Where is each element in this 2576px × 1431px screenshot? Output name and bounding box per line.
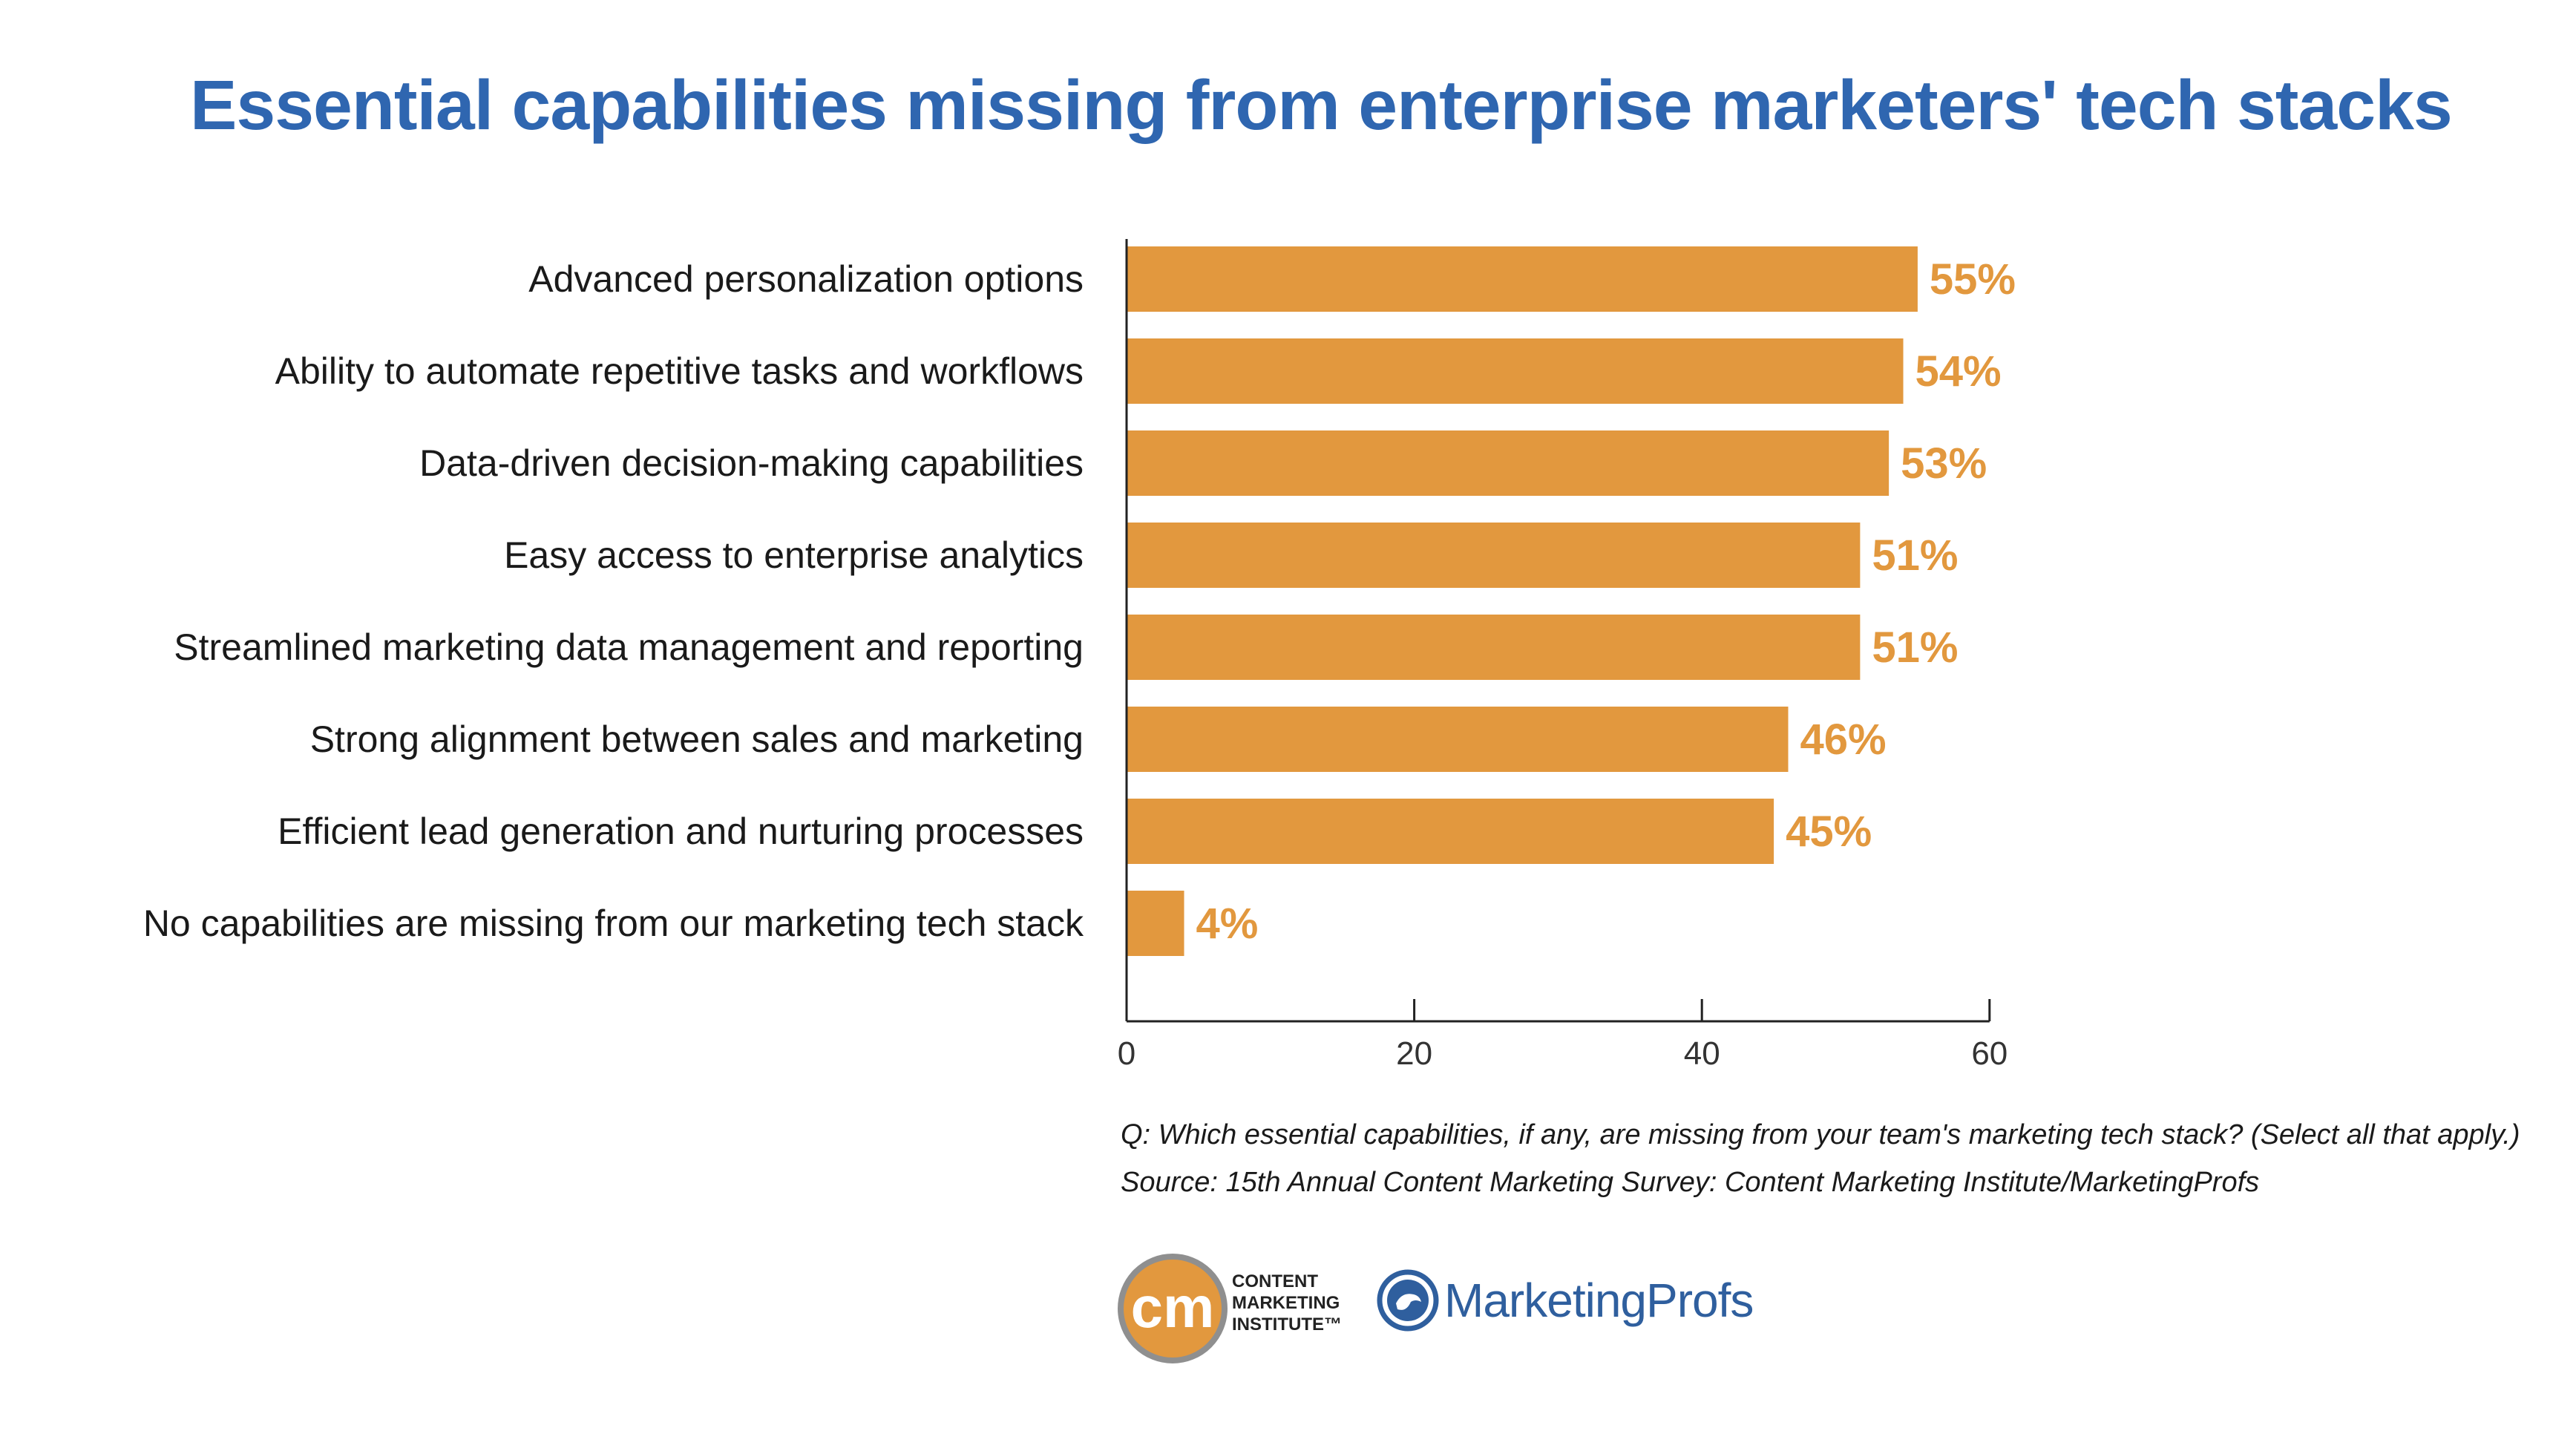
bar-value-label: 51%: [1872, 623, 1958, 672]
category-label: Strong alignment between sales and marke…: [310, 718, 1084, 760]
marketingprofs-bird-icon: [1377, 1269, 1439, 1332]
labels-layer: 55% Advanced personalization options 54% Ab…: [143, 255, 2016, 948]
chart-title: Essential capabilities missing from ente…: [190, 66, 2453, 145]
bar: [1127, 246, 1918, 312]
category-label: Easy access to enterprise analytics: [504, 534, 1084, 576]
bar: [1127, 615, 1861, 680]
x-tick-label: 0: [1118, 1035, 1135, 1072]
marketingprofs-wordmark: MarketingProfs: [1444, 1274, 1754, 1327]
cmi-logo-icon: cm: [1118, 1254, 1228, 1363]
bar: [1127, 707, 1789, 772]
source-note: Source: 15th Annual Content Marketing Su…: [1121, 1167, 2260, 1198]
category-label: Efficient lead generation and nurturing …: [278, 811, 1084, 852]
cmi-monogram: cm: [1131, 1274, 1215, 1340]
category-label: Advanced personalization options: [528, 258, 1084, 300]
category-label: No capabilities are missing from our mar…: [143, 903, 1084, 944]
bar-value-label: 45%: [1786, 808, 1872, 856]
survey-question-note: Q: Which essential capabilities, if any,…: [1121, 1119, 2520, 1150]
bar-value-label: 51%: [1872, 531, 1958, 580]
x-tick-label: 20: [1396, 1035, 1432, 1072]
category-label: Streamlined marketing data management an…: [174, 626, 1084, 668]
bar-value-label: 54%: [1915, 347, 2002, 396]
bar: [1127, 891, 1184, 956]
bar-value-label: 53%: [1901, 439, 1987, 488]
bar: [1127, 338, 1904, 404]
cmi-wordmark: CONTENT MARKETING INSTITUTE™: [1232, 1271, 1342, 1335]
x-tick-label: 40: [1684, 1035, 1720, 1072]
category-label: Ability to automate repetitive tasks and…: [275, 350, 1084, 392]
category-label: Data-driven decision-making capabilities: [419, 442, 1084, 484]
bar: [1127, 799, 1774, 864]
bar: [1127, 523, 1861, 588]
bar-chart: 55% Advanced personalization options 54% Ab…: [143, 239, 2016, 1072]
bar-value-label: 55%: [1930, 255, 2016, 304]
bar-value-label: 4%: [1196, 900, 1259, 948]
x-tick-label: 60: [1971, 1035, 2008, 1072]
bar-value-label: 46%: [1800, 716, 1886, 764]
bar: [1127, 430, 1890, 496]
bars-layer: [1127, 246, 1918, 956]
x-axis: 0 20 40 60: [1118, 239, 2008, 1072]
